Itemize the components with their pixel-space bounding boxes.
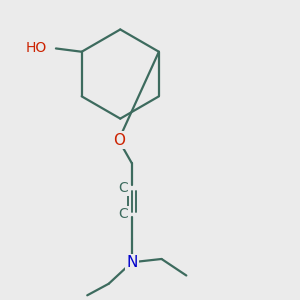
Text: O: O [112, 133, 124, 148]
Text: C: C [118, 207, 128, 221]
Text: N: N [126, 255, 137, 270]
Text: HO: HO [26, 41, 47, 56]
Text: C: C [118, 181, 128, 195]
